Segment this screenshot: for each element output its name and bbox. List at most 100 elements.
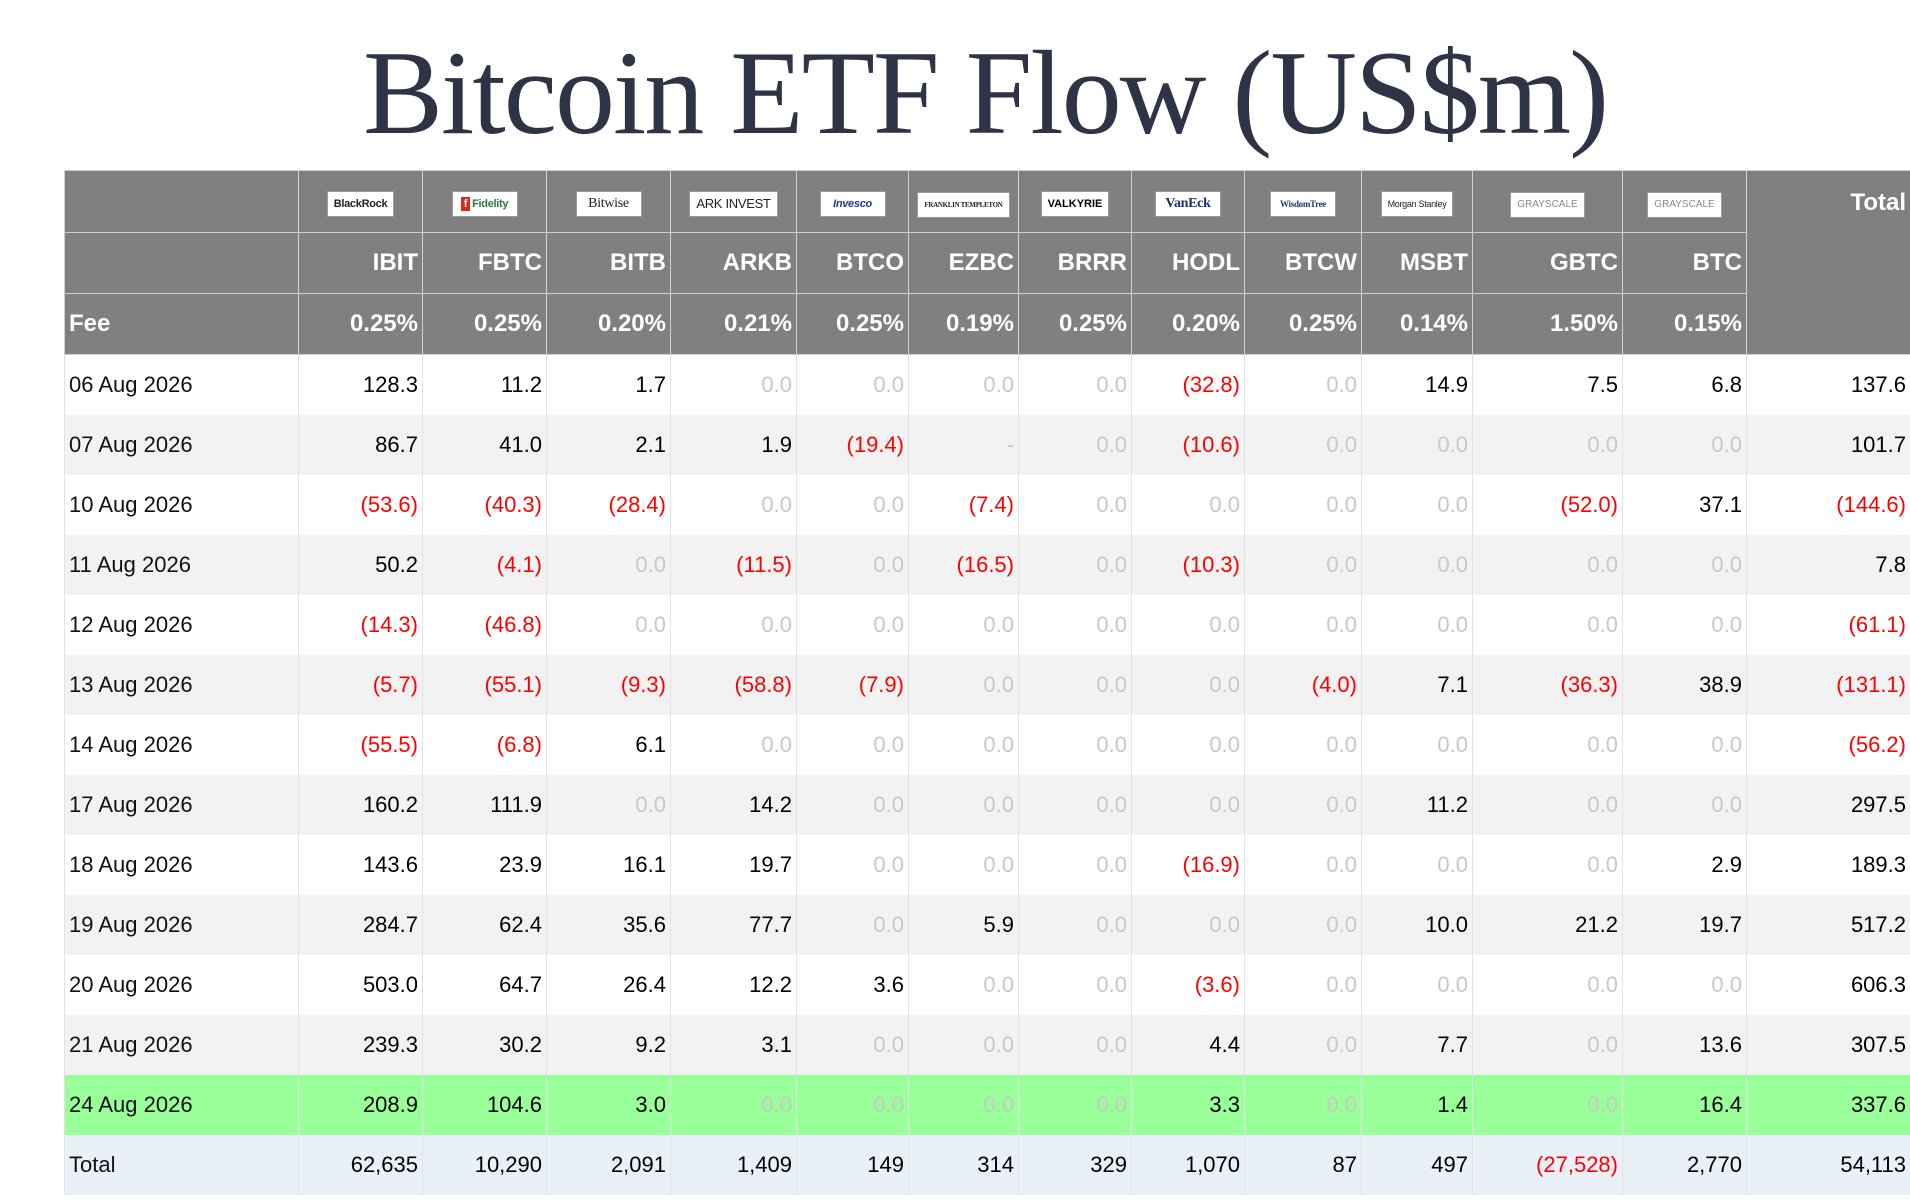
grand-total-cell: 54,113 [1746, 1135, 1910, 1195]
cumulative-total-cell: 2,770 [1622, 1135, 1747, 1195]
flow-cell: 86.7 [298, 415, 423, 475]
date-cell: 13 Aug 2026 [64, 655, 299, 715]
fee-cell: 0.25% [1018, 293, 1132, 355]
flow-cell: 2.1 [546, 415, 671, 475]
row-total-cell: (56.2) [1746, 715, 1910, 775]
cumulative-total-cell: 329 [1018, 1135, 1132, 1195]
flow-cell: 21.2 [1472, 895, 1623, 955]
flow-cell: 0.0 [670, 715, 797, 775]
flow-cell: 41.0 [422, 415, 547, 475]
flow-cell: 0.0 [1131, 595, 1245, 655]
flow-cell: 0.0 [1244, 595, 1362, 655]
flow-cell: 0.0 [1622, 715, 1747, 775]
flow-cell: 0.0 [1472, 595, 1623, 655]
flow-cell: 0.0 [1244, 1075, 1362, 1135]
flow-cell: 1.4 [1361, 1075, 1473, 1135]
flow-cell: 35.6 [546, 895, 671, 955]
date-cell: 06 Aug 2026 [64, 354, 299, 415]
flow-cell: (7.9) [796, 655, 909, 715]
flow-cell: 0.0 [1472, 955, 1623, 1015]
issuer-logo-cell: VanEck [1131, 170, 1245, 233]
flow-cell: 0.0 [1244, 535, 1362, 595]
bitwise-logo-icon: Bitwise [575, 191, 642, 217]
fee-cell: 0.25% [298, 293, 423, 355]
ticker-header: GBTC [1472, 232, 1623, 294]
flow-cell: 0.0 [1244, 1015, 1362, 1075]
flow-cell: 0.0 [796, 715, 909, 775]
flow-cell: (55.5) [298, 715, 423, 775]
cumulative-total-cell: 2,091 [546, 1135, 671, 1195]
flow-cell: 0.0 [1131, 895, 1245, 955]
flow-cell: 0.0 [1018, 354, 1132, 415]
flow-cell: 0.0 [1018, 535, 1132, 595]
issuer-logo-cell: Morgan Stanley [1361, 170, 1473, 233]
flow-cell: 503.0 [298, 955, 423, 1015]
flow-cell: (52.0) [1472, 475, 1623, 535]
flow-cell: (36.3) [1472, 655, 1623, 715]
flow-cell: 0.0 [1244, 415, 1362, 475]
flow-cell: 0.0 [1361, 955, 1473, 1015]
flow-cell: (5.7) [298, 655, 423, 715]
flow-cell: 0.0 [1018, 595, 1132, 655]
flow-cell: 0.0 [1361, 415, 1473, 475]
table-row: 12 Aug 2026 (14.3) (46.8) 0.0 0.0 0.0 0.0 0.0 0.… [64, 595, 1910, 655]
ticker-header: BRRR [1018, 232, 1132, 294]
table-row: 21 Aug 2026 239.3 30.2 9.2 3.1 0.0 0.0 0.0 4.4 0.… [64, 1015, 1910, 1075]
blackrock-logo-icon: BlackRock [326, 191, 395, 217]
row-total-cell: 517.2 [1746, 895, 1910, 955]
flow-cell: 0.0 [1472, 775, 1623, 835]
valkyrie-logo-icon: VALKYRIE [1040, 191, 1110, 217]
fee-cell: 0.19% [908, 293, 1019, 355]
table-row: 20 Aug 2026 503.0 64.7 26.4 12.2 3.6 0.0 0.0 (3.… [64, 955, 1910, 1015]
flow-cell: 14.2 [670, 775, 797, 835]
issuer-logo-cell: BlackRock [298, 170, 423, 233]
header-corner-cell [64, 232, 299, 294]
flow-cell: 0.0 [670, 1075, 797, 1135]
flow-cell: 0.0 [1018, 655, 1132, 715]
cumulative-total-cell: 62,635 [298, 1135, 423, 1195]
flow-cell: 0.0 [1018, 715, 1132, 775]
flow-cell: 9.2 [546, 1015, 671, 1075]
franklin-templeton-logo-icon: FRANKLIN TEMPLETON [917, 191, 1010, 218]
flow-cell: (10.3) [1131, 535, 1245, 595]
flow-cell: 64.7 [422, 955, 547, 1015]
flow-cell: 0.0 [796, 895, 909, 955]
fee-cell: 0.20% [546, 293, 671, 355]
flow-cell: 0.0 [796, 1075, 909, 1135]
flow-cell: 0.0 [796, 535, 909, 595]
flow-cell: 0.0 [908, 354, 1019, 415]
flow-cell: 0.0 [796, 1015, 909, 1075]
flow-cell: 16.1 [546, 835, 671, 895]
flow-cell: 0.0 [908, 955, 1019, 1015]
issuer-logo-cell: ARK INVEST [670, 170, 797, 233]
date-cell: 17 Aug 2026 [64, 775, 299, 835]
flow-cell: (11.5) [670, 535, 797, 595]
issuer-logo-cell: WisdomTree [1244, 170, 1362, 233]
flow-cell: 7.5 [1472, 354, 1623, 415]
flow-cell: 14.9 [1361, 354, 1473, 415]
date-cell: 10 Aug 2026 [64, 475, 299, 535]
flow-cell: 111.9 [422, 775, 547, 835]
date-cell: 21 Aug 2026 [64, 1015, 299, 1075]
flow-cell: 62.4 [422, 895, 547, 955]
date-cell: 07 Aug 2026 [64, 415, 299, 475]
flow-cell: (32.8) [1131, 354, 1245, 415]
flow-cell: 2.9 [1622, 835, 1747, 895]
flow-cell: (46.8) [422, 595, 547, 655]
row-total-cell: 7.8 [1746, 535, 1910, 595]
totals-label: Total [64, 1135, 299, 1195]
flow-cell: (4.1) [422, 535, 547, 595]
row-total-cell: 189.3 [1746, 835, 1910, 895]
flow-cell: 0.0 [546, 595, 671, 655]
cumulative-total-cell: 1,070 [1131, 1135, 1245, 1195]
flow-cell: 0.0 [796, 595, 909, 655]
flow-cell: 0.0 [1018, 415, 1132, 475]
fee-cell: 0.20% [1131, 293, 1245, 355]
flow-cell: 0.0 [796, 354, 909, 415]
flow-cell: 0.0 [1244, 775, 1362, 835]
flow-cell: (4.0) [1244, 655, 1362, 715]
flow-cell: 0.0 [1622, 415, 1747, 475]
flow-cell: 0.0 [546, 535, 671, 595]
flow-cell: 23.9 [422, 835, 547, 895]
fee-cell: 1.50% [1472, 293, 1623, 355]
